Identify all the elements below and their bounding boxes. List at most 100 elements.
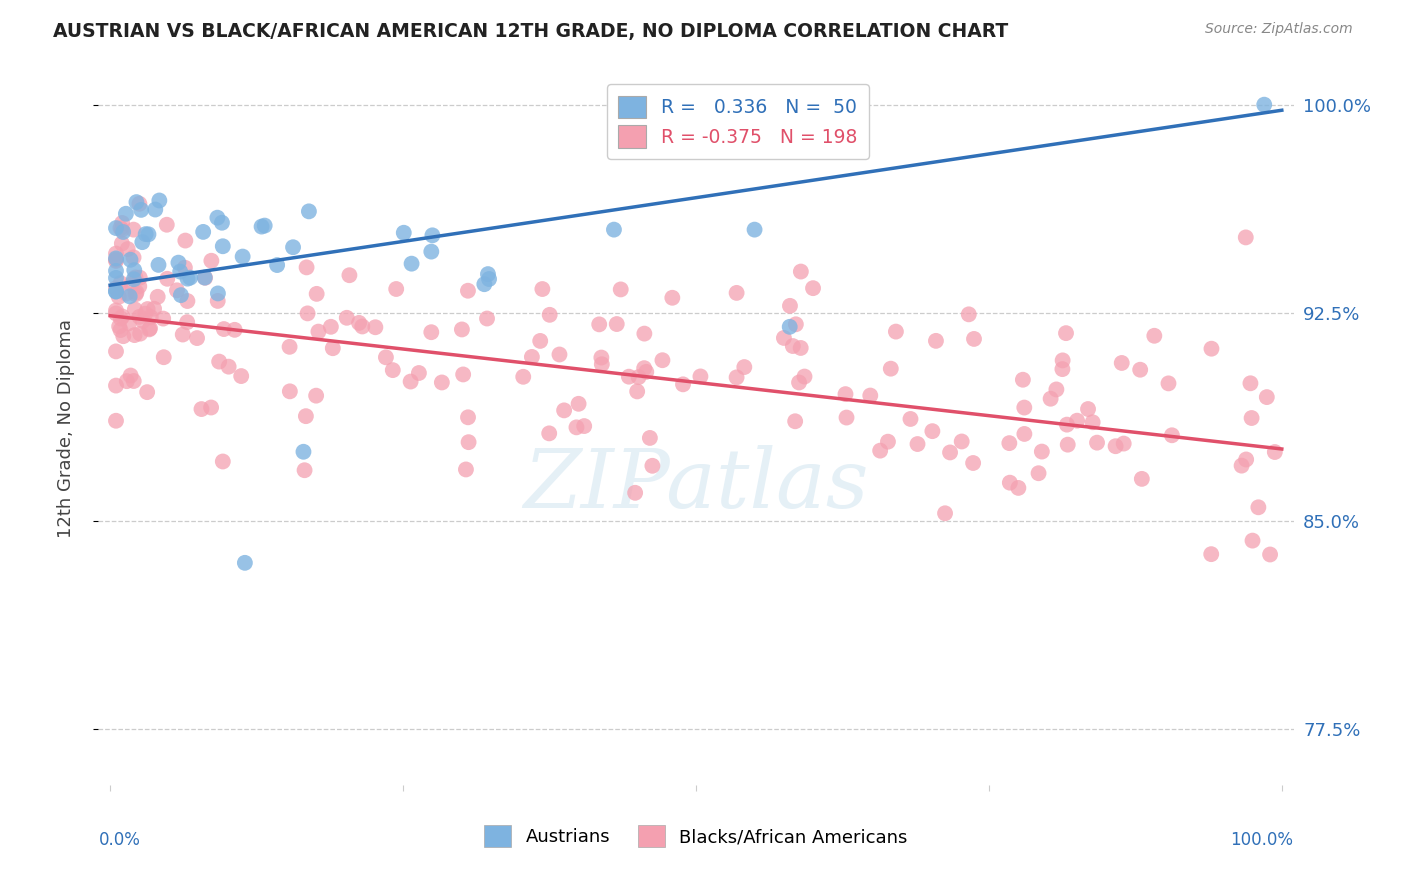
Point bbox=[1234, 230, 1257, 244]
Point bbox=[336, 310, 359, 325]
Point bbox=[107, 290, 129, 304]
Point bbox=[1239, 376, 1261, 391]
Point bbox=[105, 271, 128, 285]
Point bbox=[105, 252, 128, 267]
Point bbox=[785, 318, 807, 332]
Point bbox=[132, 314, 155, 328]
Point bbox=[139, 321, 162, 335]
Point bbox=[174, 234, 197, 248]
Point bbox=[128, 270, 150, 285]
Point bbox=[381, 363, 404, 377]
Point bbox=[638, 431, 661, 445]
Point bbox=[1081, 415, 1104, 429]
Point bbox=[295, 260, 318, 275]
Point bbox=[880, 361, 903, 376]
Point bbox=[169, 264, 191, 278]
Point bbox=[385, 282, 408, 296]
Point bbox=[208, 354, 231, 368]
Point bbox=[129, 326, 152, 341]
Point bbox=[548, 347, 571, 361]
Point bbox=[125, 287, 148, 301]
Point bbox=[105, 414, 128, 428]
Point bbox=[121, 277, 143, 292]
Point bbox=[118, 316, 141, 330]
Point bbox=[1111, 356, 1133, 370]
Point bbox=[1077, 402, 1099, 417]
Point bbox=[998, 436, 1021, 450]
Point bbox=[128, 196, 150, 211]
Point bbox=[907, 437, 929, 451]
Point bbox=[115, 286, 138, 301]
Point bbox=[294, 463, 316, 477]
Point bbox=[156, 218, 179, 232]
Point bbox=[152, 350, 174, 364]
Point bbox=[478, 272, 501, 286]
Point bbox=[266, 258, 288, 272]
Point bbox=[111, 222, 134, 236]
Point bbox=[105, 246, 128, 260]
Point bbox=[609, 282, 631, 296]
Point bbox=[934, 506, 956, 520]
Point bbox=[352, 319, 374, 334]
Point bbox=[194, 270, 217, 285]
Point bbox=[118, 289, 141, 303]
Point bbox=[925, 334, 948, 348]
Point bbox=[651, 353, 673, 368]
Point bbox=[1031, 444, 1053, 458]
Point bbox=[129, 202, 152, 217]
Point bbox=[626, 384, 648, 399]
Point bbox=[1161, 428, 1184, 442]
Point bbox=[553, 403, 575, 417]
Point bbox=[148, 194, 170, 208]
Point bbox=[801, 281, 824, 295]
Point bbox=[408, 366, 430, 380]
Point bbox=[1028, 467, 1050, 481]
Point bbox=[135, 227, 157, 241]
Point bbox=[120, 252, 142, 267]
Point bbox=[869, 443, 891, 458]
Point bbox=[110, 311, 132, 326]
Point bbox=[105, 306, 128, 320]
Point bbox=[122, 374, 145, 388]
Point bbox=[211, 239, 233, 253]
Point bbox=[211, 454, 233, 468]
Text: 0.0%: 0.0% bbox=[98, 831, 141, 849]
Point bbox=[1104, 439, 1126, 453]
Point bbox=[218, 359, 240, 374]
Point bbox=[1112, 436, 1135, 450]
Point bbox=[112, 225, 135, 239]
Point bbox=[295, 409, 318, 424]
Point bbox=[207, 286, 229, 301]
Point bbox=[457, 435, 479, 450]
Point bbox=[105, 285, 128, 299]
Point bbox=[1014, 401, 1036, 415]
Point bbox=[190, 402, 212, 417]
Point bbox=[347, 316, 370, 330]
Point bbox=[1253, 97, 1275, 112]
Point bbox=[787, 376, 810, 390]
Point bbox=[1241, 533, 1264, 548]
Point bbox=[125, 285, 148, 300]
Point bbox=[568, 397, 591, 411]
Point bbox=[451, 368, 474, 382]
Point bbox=[689, 369, 711, 384]
Point bbox=[744, 222, 766, 236]
Point bbox=[633, 361, 655, 376]
Point bbox=[420, 244, 443, 259]
Point bbox=[207, 293, 229, 308]
Point bbox=[200, 401, 222, 415]
Point bbox=[477, 267, 499, 281]
Point bbox=[122, 272, 145, 286]
Point bbox=[110, 276, 132, 290]
Point bbox=[606, 317, 628, 331]
Point bbox=[105, 281, 128, 295]
Point bbox=[420, 325, 443, 339]
Point bbox=[128, 279, 150, 293]
Point bbox=[374, 351, 396, 365]
Point bbox=[105, 254, 128, 268]
Point bbox=[1256, 390, 1278, 404]
Point bbox=[176, 293, 198, 308]
Point bbox=[1240, 411, 1263, 425]
Point bbox=[1247, 500, 1270, 515]
Point bbox=[454, 462, 477, 476]
